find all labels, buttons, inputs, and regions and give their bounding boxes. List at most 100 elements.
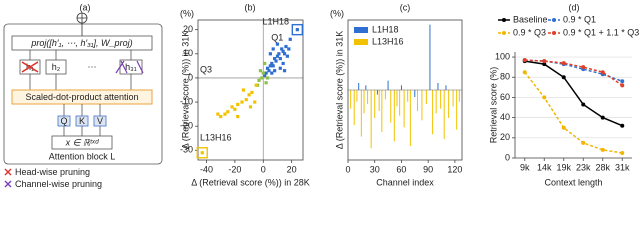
y-tick-label: 10 [183, 48, 193, 58]
y-tick-label: 20 [183, 24, 193, 34]
point [542, 62, 547, 67]
point [236, 114, 240, 119]
x-tick-label: 0 [261, 164, 266, 174]
x-tick-label: 30 [370, 164, 380, 174]
annotation: L1H18 [262, 16, 289, 26]
bar [399, 90, 401, 116]
bar [381, 90, 383, 132]
point [254, 83, 258, 87]
y-tick-label: 0 [188, 72, 193, 82]
point [240, 100, 244, 104]
bar [448, 90, 450, 118]
qkv-box [57, 115, 71, 127]
bar [407, 90, 409, 102]
bar [353, 90, 355, 125]
bar [414, 90, 416, 97]
point [260, 76, 264, 80]
point [273, 57, 277, 61]
bar [416, 90, 418, 111]
bar [396, 90, 398, 107]
point [230, 105, 234, 109]
point [236, 102, 240, 107]
input-label: x ∈ ℝᵗˣᵈ [65, 137, 100, 147]
highlight-box [291, 23, 304, 36]
head-box [45, 59, 67, 75]
point [219, 114, 223, 119]
point [271, 47, 275, 51]
point [522, 70, 527, 75]
point [620, 150, 625, 155]
annotation: Q1 [271, 32, 283, 42]
bar [393, 90, 395, 142]
point [263, 61, 267, 66]
point [581, 65, 586, 70]
qkv-label: Q [60, 116, 67, 126]
point [620, 83, 625, 88]
y-tick-label: 20 [500, 132, 510, 142]
bar [445, 85, 447, 90]
point [271, 64, 275, 68]
channel-prune-mark [115, 60, 144, 74]
point [263, 73, 267, 78]
x-tick-label: 60 [396, 164, 406, 174]
point [241, 88, 246, 92]
annotation: L13H16 [200, 132, 232, 142]
legend-label: Baseline [513, 14, 548, 24]
point [200, 151, 204, 155]
point [248, 105, 253, 109]
legend-marker [552, 31, 556, 35]
qkv-box [75, 115, 89, 127]
qkv-box [93, 115, 107, 127]
point [522, 58, 527, 63]
point [282, 52, 287, 56]
highlight-box [196, 147, 208, 159]
head-ellipsis: ⋯ [88, 61, 97, 71]
y-tick-label: 60 [500, 92, 510, 102]
bar [403, 90, 405, 128]
point [270, 61, 274, 66]
bar [365, 85, 367, 90]
point [581, 140, 586, 145]
point [233, 107, 237, 111]
head-label: h₃₁ [125, 62, 137, 72]
x-tick-label: 31k [615, 162, 630, 172]
bar [440, 90, 442, 109]
x-tick-label: 20 [287, 164, 297, 174]
qkv-label: K [79, 116, 85, 126]
point [264, 71, 268, 75]
bar [429, 24, 431, 91]
point [282, 69, 287, 73]
point [265, 76, 270, 80]
legend-label: Channel-wise pruning [15, 179, 102, 189]
bar [378, 90, 380, 111]
point [288, 37, 292, 41]
point [561, 125, 566, 130]
point [561, 61, 566, 66]
proj-box [11, 35, 153, 51]
panel-label: (d) [569, 2, 580, 12]
point [600, 147, 605, 152]
legend-label: 0.9 * Q1 + 1.1 * Q3 [563, 27, 639, 37]
bar [360, 90, 362, 137]
point [281, 49, 285, 53]
legend-marker [502, 18, 506, 22]
point [226, 110, 230, 114]
qkv-links [63, 104, 101, 136]
panel-label: (a) [80, 2, 91, 12]
head-links [29, 50, 132, 90]
point [280, 47, 284, 51]
bar [421, 90, 423, 121]
x-tick-label: 19k [556, 162, 571, 172]
bar [456, 90, 458, 130]
point [216, 112, 220, 116]
y-axis-label: Δ (Retrieval score (%)) in 31K [334, 31, 344, 150]
point [287, 47, 291, 51]
point [268, 64, 272, 68]
point [620, 79, 625, 84]
y-tick-label: 100 [495, 51, 510, 61]
legend-swatch [354, 39, 368, 45]
series-line [524, 71, 623, 154]
point [268, 52, 272, 56]
y-tick-label: 40 [500, 112, 510, 122]
point [284, 44, 288, 49]
